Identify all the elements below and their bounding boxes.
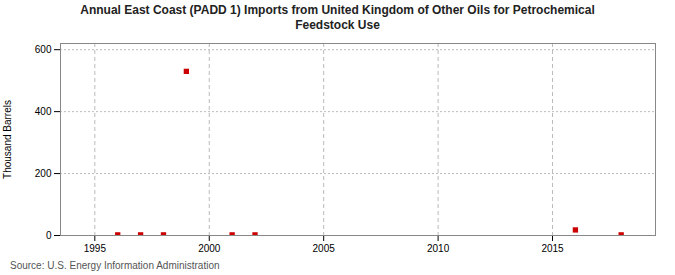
- svg-text:0: 0: [46, 230, 52, 241]
- svg-text:2005: 2005: [313, 243, 336, 254]
- html-text:Annual East Coast (PADD 1) Imp: Annual East Coast (PADD 1) Imports from …: [80, 3, 595, 32]
- svg-text:200: 200: [35, 168, 52, 179]
- svg-text:400: 400: [35, 106, 52, 117]
- html-text:Source: U.S. Energy Informatio: Source: U.S. Energy Information Administ…: [10, 260, 220, 271]
- svg-text:1995: 1995: [84, 243, 107, 254]
- svg-text:2010: 2010: [427, 243, 450, 254]
- svg-text:2015: 2015: [541, 243, 564, 254]
- svg-text:Thousand Barrels: Thousand Barrels: [2, 100, 13, 179]
- svg-text:600: 600: [35, 44, 52, 55]
- svg-text:2000: 2000: [198, 243, 221, 254]
